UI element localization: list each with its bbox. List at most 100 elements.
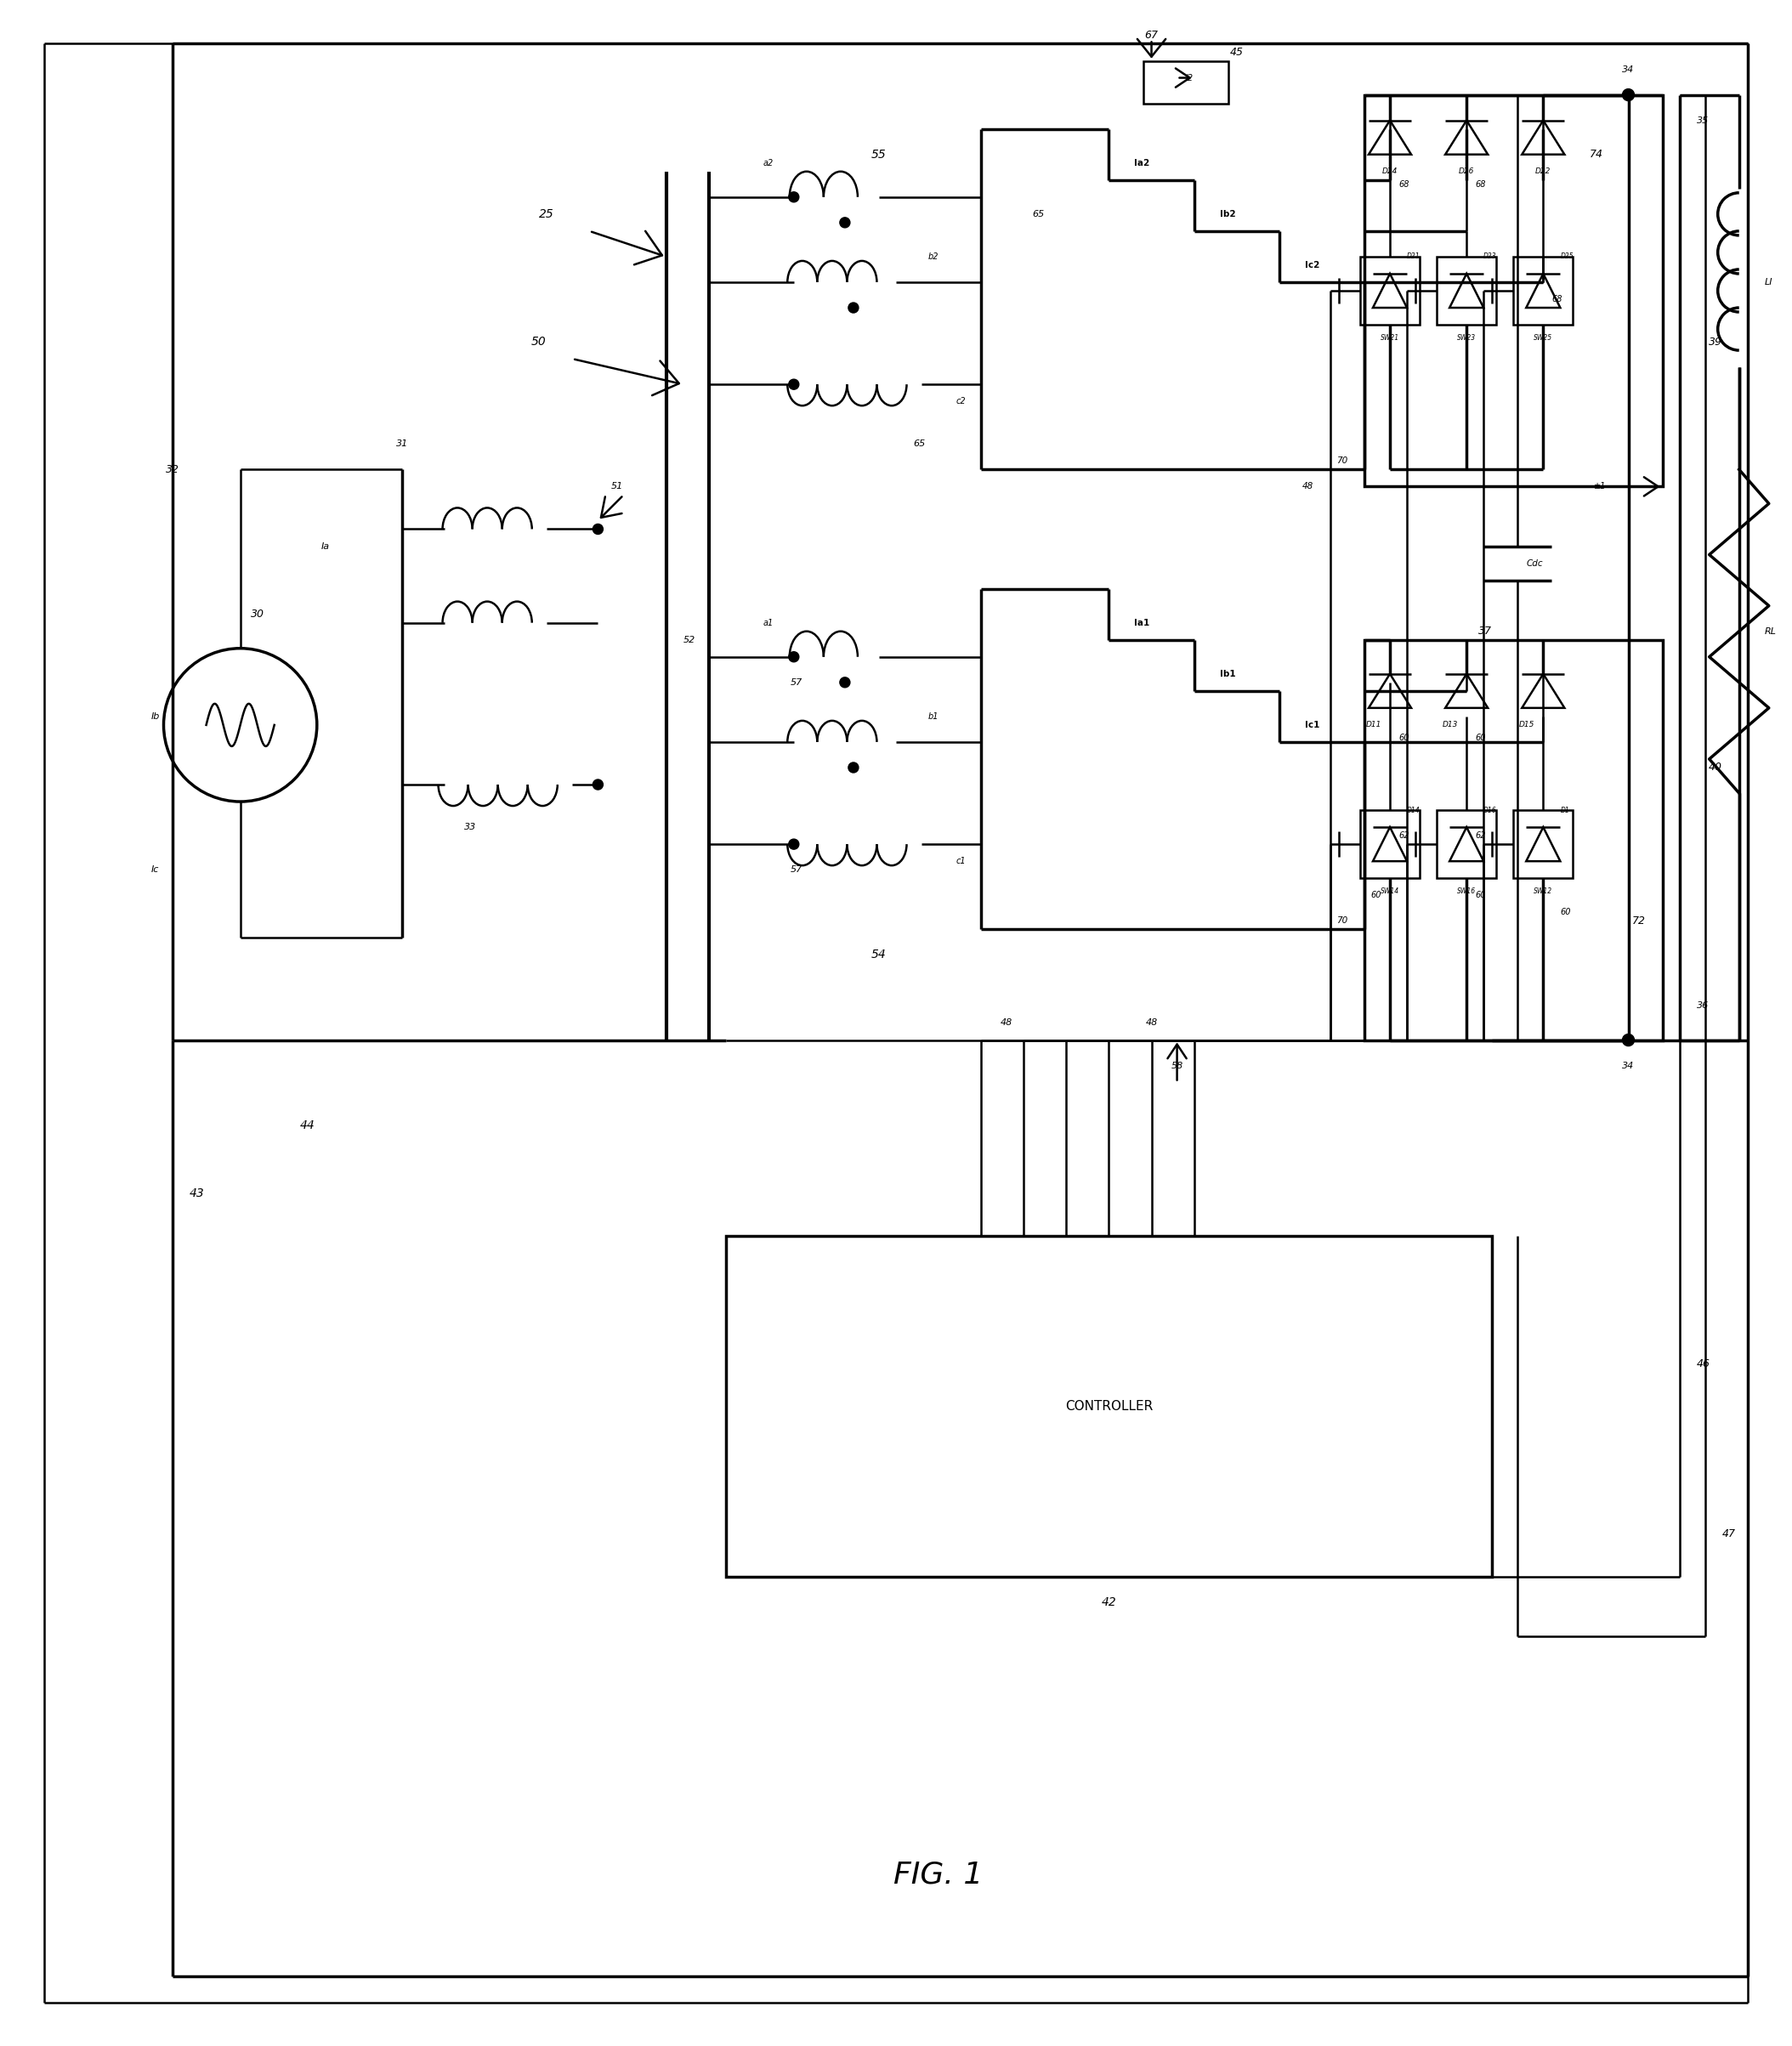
Circle shape: [840, 217, 849, 227]
Text: 48: 48: [1000, 1019, 1012, 1027]
Text: 62: 62: [1398, 831, 1409, 841]
Text: D13: D13: [1443, 720, 1459, 728]
Text: 39: 39: [1708, 336, 1722, 348]
Text: 36: 36: [1697, 1003, 1708, 1011]
Text: 30: 30: [251, 610, 263, 620]
Text: Ic: Ic: [151, 865, 159, 874]
Text: Ib1: Ib1: [1220, 669, 1235, 677]
Bar: [1437, 256, 1496, 325]
Text: 60: 60: [1371, 890, 1382, 900]
Text: D16: D16: [1484, 806, 1496, 814]
Text: 48: 48: [1145, 1019, 1158, 1027]
Text: 32: 32: [165, 464, 179, 475]
Text: 48: 48: [1303, 483, 1314, 491]
Text: 70: 70: [1337, 917, 1348, 925]
Bar: [1514, 256, 1573, 325]
Text: D14: D14: [1407, 806, 1421, 814]
Text: c1: c1: [955, 857, 966, 865]
Text: Ia: Ia: [321, 542, 330, 550]
Circle shape: [1622, 88, 1634, 100]
Circle shape: [788, 839, 799, 849]
Text: a1: a1: [763, 618, 774, 626]
Bar: [1364, 94, 1663, 487]
Text: 35: 35: [1697, 117, 1708, 125]
Text: 42: 42: [1102, 1596, 1116, 1608]
Polygon shape: [1446, 121, 1487, 153]
Text: 58: 58: [1170, 1062, 1183, 1070]
Circle shape: [840, 677, 849, 687]
Polygon shape: [1446, 673, 1487, 708]
Polygon shape: [1527, 274, 1561, 307]
Circle shape: [788, 379, 799, 389]
Text: 72: 72: [1633, 915, 1645, 927]
Circle shape: [848, 763, 858, 773]
Text: LI: LI: [1765, 278, 1772, 286]
Text: 44: 44: [299, 1119, 315, 1131]
Text: 57: 57: [790, 677, 803, 687]
Text: Cdc: Cdc: [1527, 559, 1543, 567]
Text: D11: D11: [1366, 720, 1382, 728]
Text: SW12: SW12: [1534, 888, 1552, 894]
Text: 55: 55: [871, 149, 887, 160]
Text: SW16: SW16: [1457, 888, 1477, 894]
Text: Ia1: Ia1: [1134, 618, 1150, 626]
Text: 37: 37: [1478, 626, 1493, 636]
Text: 68: 68: [1552, 295, 1563, 303]
Text: 68: 68: [1398, 180, 1409, 188]
Text: 51: 51: [611, 483, 624, 491]
Text: FIG. 1: FIG. 1: [894, 1860, 984, 1888]
Text: D1: D1: [1561, 806, 1570, 814]
Text: SW14: SW14: [1380, 888, 1400, 894]
Text: b2: b2: [928, 252, 939, 262]
Text: 60: 60: [1398, 735, 1409, 743]
Text: 60: 60: [1561, 908, 1572, 917]
Text: D21: D21: [1407, 254, 1421, 260]
Text: 54: 54: [871, 949, 887, 962]
Text: 74: 74: [1590, 149, 1602, 160]
Text: 46: 46: [1697, 1359, 1710, 1369]
Bar: [1514, 810, 1573, 878]
Text: I2: I2: [1186, 74, 1193, 82]
Text: 33: 33: [464, 822, 477, 831]
Text: 67: 67: [1145, 31, 1158, 41]
Text: 47: 47: [1722, 1528, 1736, 1539]
Polygon shape: [1521, 673, 1564, 708]
Text: a2: a2: [763, 160, 774, 168]
Bar: [1360, 810, 1419, 878]
Bar: [1437, 810, 1496, 878]
Bar: [1364, 640, 1663, 1039]
Bar: [1360, 256, 1419, 325]
Text: RL: RL: [1765, 626, 1776, 636]
Text: Ic1: Ic1: [1305, 720, 1319, 728]
Text: CONTROLLER: CONTROLLER: [1064, 1399, 1152, 1412]
Polygon shape: [1527, 827, 1561, 861]
Polygon shape: [1369, 673, 1412, 708]
Bar: [726, 1236, 1493, 1577]
Text: 45: 45: [1229, 47, 1244, 57]
Polygon shape: [1450, 274, 1484, 307]
Polygon shape: [1450, 827, 1484, 861]
Text: Ic2: Ic2: [1305, 262, 1319, 270]
Text: b1: b1: [928, 712, 939, 720]
Text: Ib: Ib: [151, 712, 159, 720]
Text: ±1: ±1: [1595, 483, 1606, 491]
Circle shape: [788, 192, 799, 203]
Circle shape: [848, 303, 858, 313]
Text: 57: 57: [790, 865, 803, 874]
Text: 50: 50: [530, 336, 547, 348]
Text: 68: 68: [1475, 180, 1486, 188]
Text: 70: 70: [1337, 456, 1348, 464]
Text: 60: 60: [1475, 735, 1486, 743]
Text: D25: D25: [1561, 254, 1573, 260]
Text: 65: 65: [914, 440, 925, 448]
Text: SW23: SW23: [1457, 333, 1477, 342]
Text: D22: D22: [1536, 168, 1552, 176]
Polygon shape: [1373, 274, 1407, 307]
Circle shape: [593, 524, 604, 534]
Text: 52: 52: [683, 636, 695, 644]
Text: D15: D15: [1520, 720, 1534, 728]
Text: 34: 34: [1622, 1062, 1634, 1070]
Polygon shape: [1369, 121, 1412, 153]
Text: 62: 62: [1475, 831, 1486, 841]
Text: SW21: SW21: [1380, 333, 1400, 342]
